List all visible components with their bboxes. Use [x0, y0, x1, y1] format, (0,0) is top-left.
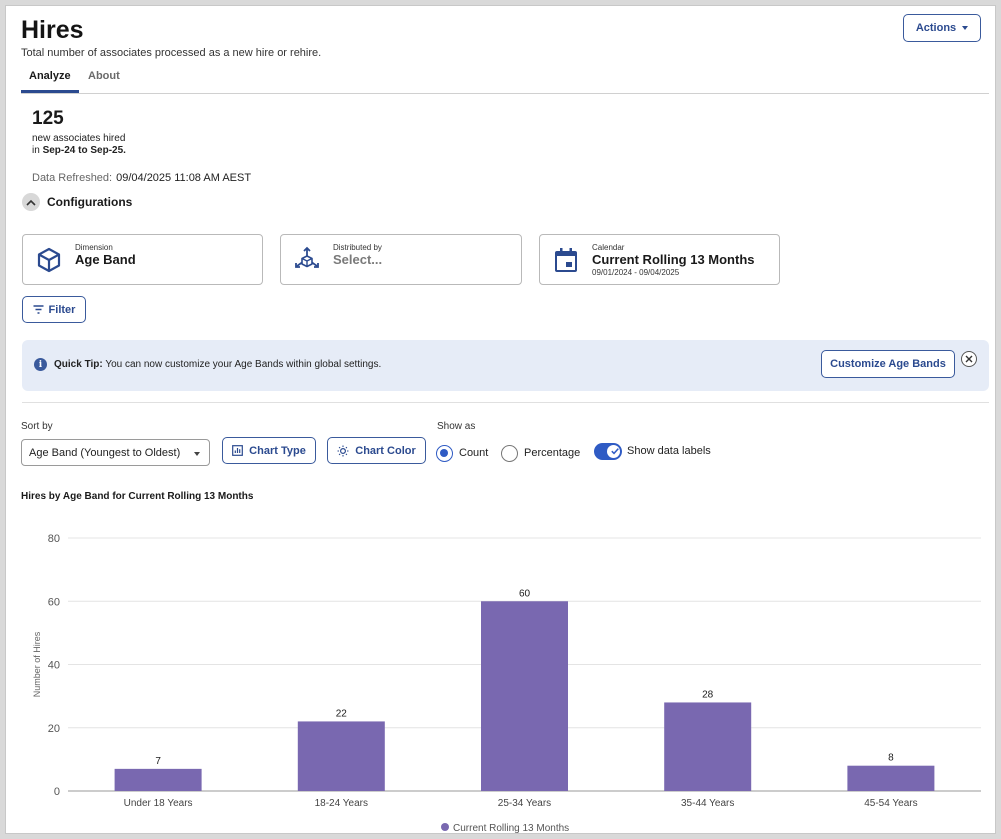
chart-title: Hires by Age Band for Current Rolling 13… [21, 491, 254, 502]
filter-button-label: Filter [48, 303, 76, 316]
tab-analyze[interactable]: Analyze [21, 70, 79, 93]
y-tick-label: 80 [48, 533, 60, 545]
hires-caption: new associates hired [32, 133, 126, 144]
actions-button-label: Actions [915, 22, 957, 34]
y-tick-label: 60 [48, 596, 60, 608]
chart-type-button[interactable]: Chart Type [222, 437, 316, 464]
quick-tip-text: You can now customize your Age Bands wit… [102, 359, 382, 370]
sort-by-value: Age Band (Youngest to Oldest) [29, 446, 181, 459]
count-radio[interactable] [436, 445, 453, 462]
caret-down-icon [194, 452, 200, 456]
x-tick-label: 25-34 Years [498, 798, 551, 809]
bar [114, 768, 202, 791]
x-tick-label: 18-24 Years [315, 798, 368, 809]
calendar-icon [555, 248, 577, 272]
info-icon: i [34, 358, 47, 371]
sun-icon [337, 445, 349, 456]
data-label: 60 [519, 588, 531, 599]
data-refreshed-label: Data Refreshed: [32, 172, 113, 184]
data-label: 22 [336, 708, 348, 719]
tab-about[interactable]: About [88, 70, 120, 82]
bar [664, 702, 752, 791]
hires-period-prefix: in [32, 145, 43, 156]
filter-button[interactable]: Filter [22, 296, 86, 323]
chart-color-button[interactable]: Chart Color [327, 437, 426, 464]
sort-by-select[interactable]: Age Band (Youngest to Oldest) [21, 439, 210, 466]
tab-bar: Analyze About [21, 68, 989, 94]
configurations-label: Configurations [47, 195, 133, 209]
hires-bar-chart: 0 20 40 60 80 Number of Hires 7 Under 18 Years 2… [32, 533, 981, 834]
calendar-small-label: Calendar [592, 243, 625, 252]
distributed-by-small-label: Distributed by [333, 243, 382, 252]
data-refreshed: Data Refreshed: 09/04/2025 11:08 AM AEST [32, 172, 251, 184]
x-tick-label: 45-54 Years [864, 798, 917, 809]
close-icon[interactable] [961, 351, 977, 367]
configurations-toggle[interactable]: Configurations [22, 193, 132, 211]
hires-count: 125 [32, 108, 64, 129]
calendar-value: Current Rolling 13 Months [592, 252, 755, 267]
show-as-label: Show as [437, 421, 476, 432]
bar [481, 601, 568, 791]
dimension-value: Age Band [75, 252, 136, 267]
percentage-radio-label: Percentage [524, 447, 581, 459]
quick-tip-banner: i Quick Tip: You can now customize your … [22, 340, 989, 391]
y-tick-label: 20 [48, 723, 60, 735]
x-tick-label: Under 18 Years [124, 798, 193, 809]
chart-type-label: Chart Type [249, 444, 306, 457]
chevron-up-icon[interactable] [22, 193, 40, 211]
bar-chart-icon [232, 445, 244, 456]
x-tick-label: 35-44 Years [681, 798, 734, 809]
quick-tip-message: Quick Tip: You can now customize your Ag… [54, 359, 381, 370]
data-label: 7 [155, 756, 161, 767]
y-axis-label: Number of Hires [32, 631, 42, 697]
distribute-icon [295, 246, 319, 268]
show-data-labels-label: Show data labels [627, 445, 711, 457]
distributed-by-card[interactable]: Distributed by Select... [280, 234, 522, 285]
chart-color-label: Chart Color [355, 444, 416, 457]
dimension-small-label: Dimension [75, 243, 113, 252]
customize-age-bands-button[interactable]: Customize Age Bands [821, 350, 955, 378]
bar [847, 765, 935, 791]
calendar-card[interactable]: Calendar Current Rolling 13 Months 09/01… [539, 234, 780, 285]
hires-period: in Sep-24 to Sep-25. [32, 145, 126, 156]
page-subtitle: Total number of associates processed as … [21, 47, 322, 59]
data-label: 8 [888, 753, 894, 764]
dimension-card[interactable]: Dimension Age Band [22, 234, 263, 285]
y-tick-label: 0 [54, 786, 60, 798]
legend-marker [441, 823, 449, 831]
count-radio-label: Count [459, 447, 489, 459]
quick-tip-prefix: Quick Tip: [54, 359, 103, 370]
percentage-radio[interactable] [501, 445, 518, 462]
data-label: 28 [702, 689, 714, 700]
check-icon [611, 448, 619, 455]
calendar-range: 09/01/2024 - 09/04/2025 [592, 268, 680, 277]
legend-label: Current Rolling 13 Months [453, 823, 569, 834]
bar [297, 721, 385, 791]
caret-down-icon [962, 26, 969, 30]
actions-button[interactable]: Actions [903, 14, 981, 42]
cube-icon [37, 247, 61, 273]
page-title: Hires [21, 16, 84, 44]
distributed-by-value: Select... [333, 252, 383, 267]
y-tick-label: 40 [48, 660, 60, 672]
filter-icon [33, 305, 44, 314]
section-divider [22, 402, 989, 403]
hires-period-range: Sep-24 to Sep-25. [42, 145, 126, 156]
page-frame: Hires Total number of associates process… [5, 5, 996, 834]
show-data-labels-toggle[interactable] [594, 443, 622, 460]
data-refreshed-value: 09/04/2025 11:08 AM AEST [116, 172, 252, 184]
sort-by-label: Sort by [21, 421, 53, 432]
